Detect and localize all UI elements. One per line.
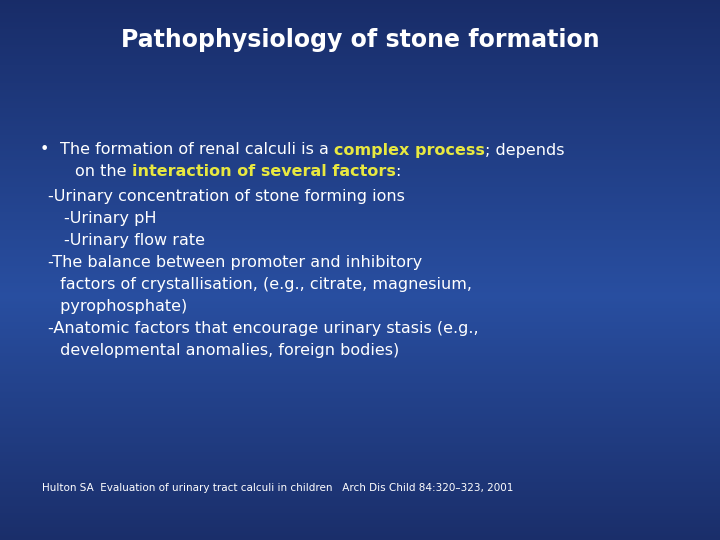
Text: -The balance between promoter and inhibitory: -The balance between promoter and inhibi…: [48, 255, 422, 271]
Text: The formation of renal calculi is a: The formation of renal calculi is a: [60, 143, 334, 158]
Text: Hulton SA  Evaluation of urinary tract calculi in children   Arch Dis Child 84:3: Hulton SA Evaluation of urinary tract ca…: [42, 483, 513, 493]
Text: interaction of several factors: interaction of several factors: [132, 165, 395, 179]
Text: -Urinary pH: -Urinary pH: [64, 212, 156, 226]
Text: Pathophysiology of stone formation: Pathophysiology of stone formation: [121, 28, 599, 52]
Text: on the: on the: [75, 165, 132, 179]
Text: factors of crystallisation, (e.g., citrate, magnesium,: factors of crystallisation, (e.g., citra…: [55, 278, 472, 293]
Text: developmental anomalies, foreign bodies): developmental anomalies, foreign bodies): [55, 343, 400, 359]
Text: -Anatomic factors that encourage urinary stasis (e.g.,: -Anatomic factors that encourage urinary…: [48, 321, 479, 336]
Text: complex process: complex process: [334, 143, 485, 158]
Text: pyrophosphate): pyrophosphate): [55, 300, 187, 314]
Text: -Urinary concentration of stone forming ions: -Urinary concentration of stone forming …: [48, 190, 405, 205]
Text: :: :: [395, 165, 401, 179]
Text: •: •: [40, 143, 50, 158]
Text: -Urinary flow rate: -Urinary flow rate: [64, 233, 205, 248]
Text: ; depends: ; depends: [485, 143, 564, 158]
